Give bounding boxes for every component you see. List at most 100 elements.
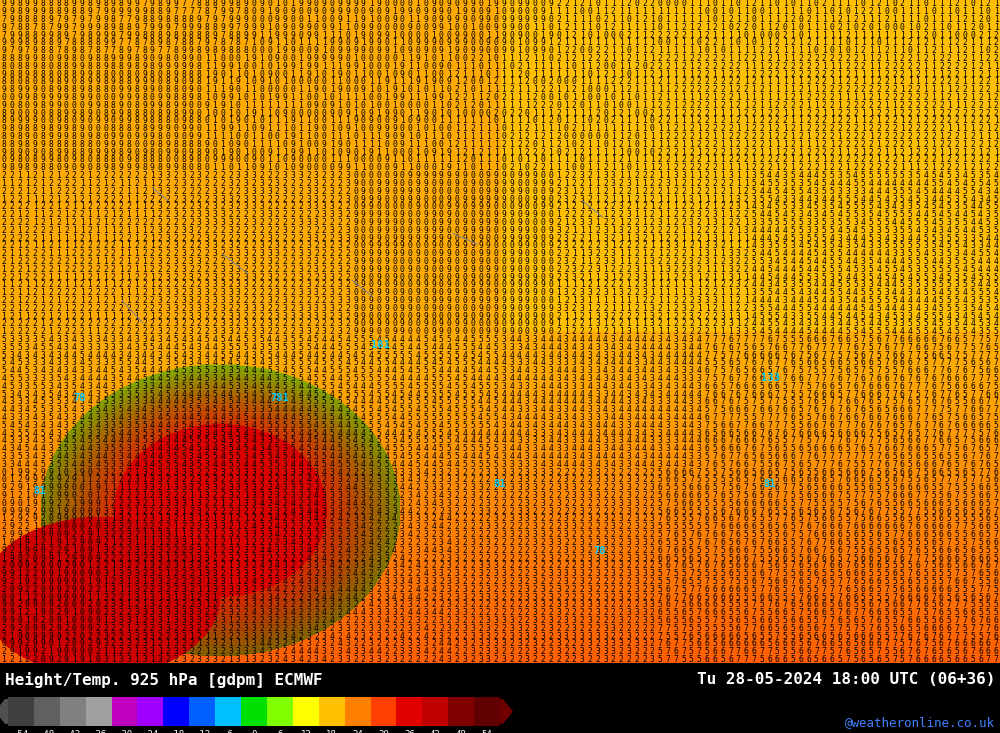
Text: 3: 3 bbox=[111, 452, 116, 461]
Text: 2: 2 bbox=[705, 54, 709, 63]
Text: 2: 2 bbox=[41, 249, 45, 258]
Text: 8: 8 bbox=[103, 54, 108, 63]
Text: 6: 6 bbox=[923, 592, 928, 602]
Text: 2: 2 bbox=[736, 23, 741, 32]
Text: 1: 1 bbox=[712, 273, 717, 281]
Text: 3: 3 bbox=[689, 312, 694, 320]
Text: 1: 1 bbox=[337, 93, 342, 102]
Text: 5: 5 bbox=[712, 499, 717, 508]
Text: 7: 7 bbox=[798, 350, 803, 360]
Text: 2: 2 bbox=[205, 545, 209, 555]
Text: 2: 2 bbox=[634, 194, 639, 204]
Text: 3: 3 bbox=[126, 530, 131, 539]
Text: 5: 5 bbox=[470, 405, 475, 414]
Text: 2: 2 bbox=[626, 288, 631, 297]
Text: 2: 2 bbox=[658, 320, 663, 328]
Text: 1: 1 bbox=[736, 93, 741, 102]
Text: 2: 2 bbox=[697, 155, 702, 164]
Text: 2: 2 bbox=[728, 226, 733, 235]
Text: 2: 2 bbox=[580, 616, 584, 625]
Text: 2: 2 bbox=[494, 530, 499, 539]
Text: 5: 5 bbox=[814, 296, 819, 305]
Text: 9: 9 bbox=[64, 545, 69, 555]
Text: 1: 1 bbox=[595, 187, 600, 196]
Text: 2: 2 bbox=[173, 249, 178, 258]
Text: 4: 4 bbox=[970, 327, 975, 336]
Text: 2: 2 bbox=[751, 54, 756, 63]
Text: 0: 0 bbox=[236, 54, 241, 63]
Text: 1: 1 bbox=[298, 117, 303, 125]
Text: 5: 5 bbox=[900, 538, 905, 547]
Text: 4: 4 bbox=[751, 280, 756, 290]
Text: 1: 1 bbox=[87, 577, 92, 586]
Text: 5: 5 bbox=[853, 335, 858, 344]
Text: 2: 2 bbox=[439, 561, 444, 570]
Text: 6: 6 bbox=[705, 444, 709, 453]
Text: 4: 4 bbox=[259, 639, 264, 649]
Text: 4: 4 bbox=[447, 639, 452, 649]
Text: 0: 0 bbox=[251, 46, 256, 55]
Text: 6: 6 bbox=[978, 639, 983, 649]
Text: 2: 2 bbox=[603, 545, 608, 555]
Text: 3: 3 bbox=[509, 468, 514, 476]
Text: 9: 9 bbox=[416, 171, 420, 180]
Text: 5: 5 bbox=[775, 202, 780, 211]
Text: 1: 1 bbox=[525, 93, 530, 102]
Text: 5: 5 bbox=[994, 202, 999, 211]
Text: 0: 0 bbox=[517, 265, 522, 273]
Text: 5: 5 bbox=[322, 397, 327, 406]
Text: 2: 2 bbox=[119, 303, 124, 313]
Text: 6: 6 bbox=[736, 553, 741, 562]
Text: 4: 4 bbox=[462, 366, 467, 375]
Text: 2: 2 bbox=[564, 592, 569, 602]
Text: 1: 1 bbox=[556, 93, 561, 102]
Text: 3: 3 bbox=[587, 452, 592, 461]
Text: 2: 2 bbox=[431, 515, 436, 523]
Text: 0: 0 bbox=[25, 108, 30, 118]
Text: 2: 2 bbox=[751, 0, 756, 8]
Text: 3: 3 bbox=[275, 343, 280, 352]
Text: 6: 6 bbox=[853, 413, 858, 422]
Text: 1: 1 bbox=[595, 78, 600, 86]
Text: 0: 0 bbox=[181, 147, 186, 157]
Text: 3: 3 bbox=[712, 210, 717, 219]
Text: 9: 9 bbox=[41, 569, 45, 578]
Text: 1: 1 bbox=[431, 125, 436, 133]
Text: 2: 2 bbox=[447, 592, 452, 602]
Text: 3: 3 bbox=[337, 312, 342, 320]
Text: 1: 1 bbox=[611, 108, 616, 118]
Text: 9: 9 bbox=[548, 31, 553, 40]
Text: 2: 2 bbox=[994, 108, 999, 118]
Text: 4: 4 bbox=[689, 444, 694, 453]
Text: 1: 1 bbox=[798, 117, 803, 125]
Text: 5: 5 bbox=[431, 429, 436, 438]
Text: 4: 4 bbox=[869, 194, 874, 204]
Text: 4: 4 bbox=[291, 350, 295, 360]
Text: 2: 2 bbox=[173, 569, 178, 578]
Text: 6: 6 bbox=[916, 483, 920, 493]
Text: 2: 2 bbox=[80, 194, 84, 204]
Text: 1: 1 bbox=[212, 530, 217, 539]
Text: 0: 0 bbox=[580, 101, 584, 110]
Text: 2: 2 bbox=[1, 632, 6, 641]
Text: 4: 4 bbox=[244, 366, 249, 375]
Text: 3: 3 bbox=[205, 553, 209, 562]
Text: 8: 8 bbox=[103, 0, 108, 8]
Text: 5: 5 bbox=[970, 312, 975, 320]
Text: 5: 5 bbox=[775, 468, 780, 476]
Text: 9: 9 bbox=[462, 171, 467, 180]
Text: 2: 2 bbox=[306, 296, 311, 305]
Text: 1: 1 bbox=[220, 85, 225, 95]
Text: 4: 4 bbox=[80, 460, 84, 469]
Text: 1: 1 bbox=[806, 46, 811, 55]
Text: 9: 9 bbox=[244, 31, 249, 40]
Text: 4: 4 bbox=[236, 350, 241, 360]
Text: 2: 2 bbox=[916, 93, 920, 102]
Text: 1: 1 bbox=[580, 202, 584, 211]
Text: 5: 5 bbox=[361, 436, 366, 446]
Text: 9: 9 bbox=[322, 54, 327, 63]
Text: 5: 5 bbox=[478, 405, 483, 414]
Text: 9: 9 bbox=[72, 561, 77, 570]
Text: 2: 2 bbox=[650, 647, 655, 656]
Text: 2: 2 bbox=[923, 93, 928, 102]
